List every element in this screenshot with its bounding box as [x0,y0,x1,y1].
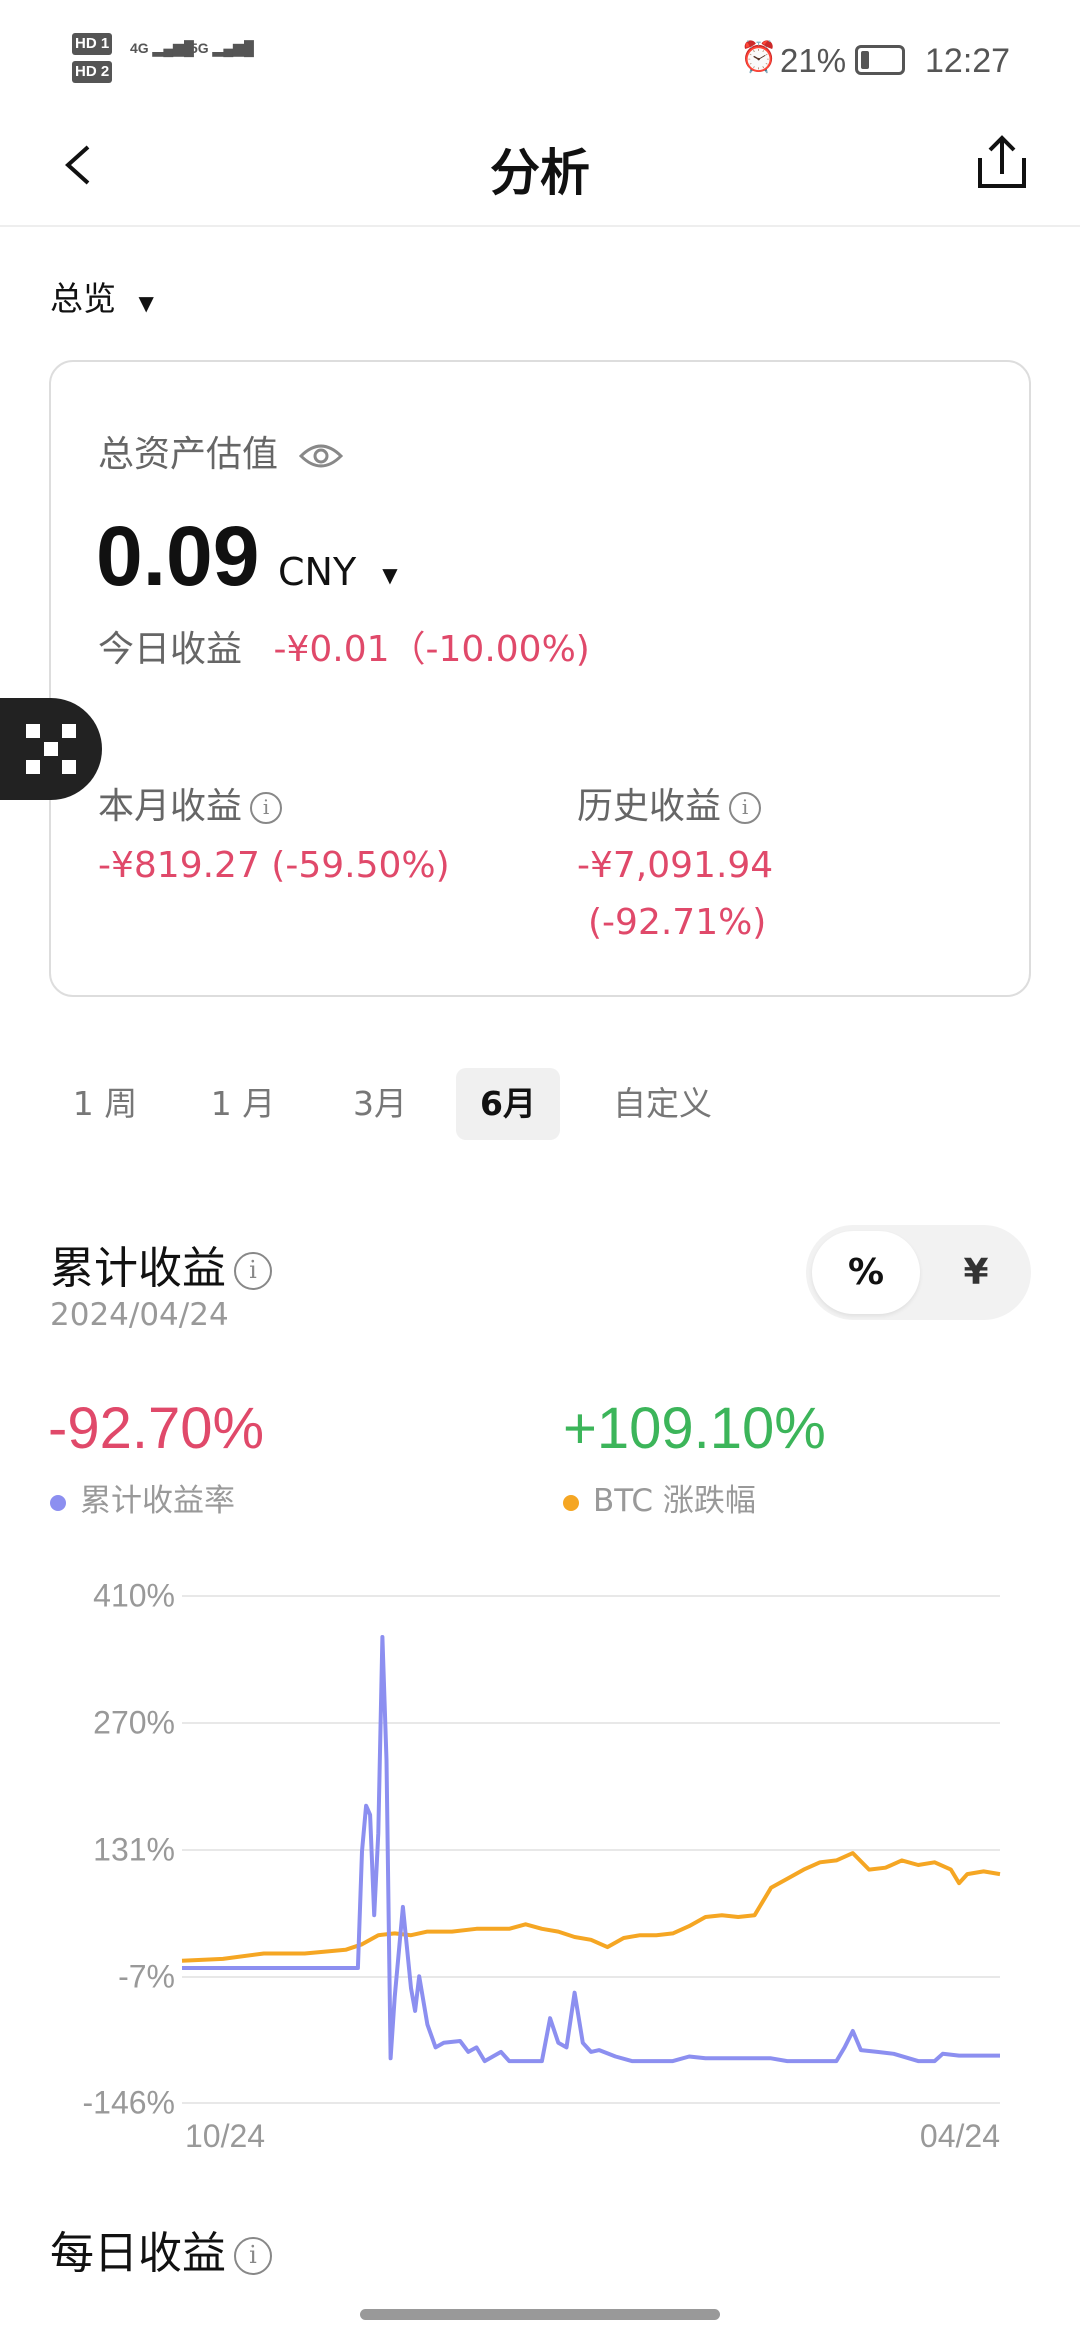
y-tick: 410% [93,1577,175,1614]
clock: 12:27 [925,42,1011,80]
legend-cumulative: 累计收益率 [50,1475,235,1520]
tab-3-months[interactable]: 3月 [353,1084,407,1123]
battery-percent: 21% [780,42,847,79]
back-button[interactable] [50,135,110,195]
overview-label: 总览 [50,279,116,318]
page-title: 分析 [490,144,590,202]
chevron-left-icon [65,145,90,185]
toggle-percent[interactable]: % [812,1231,920,1314]
cumulative-date: 2024/04/24 [50,1297,229,1333]
info-icon[interactable]: i [729,792,762,824]
history-pnl-value: -¥7,091.94 [577,845,774,886]
btc-change-value: +109.10% [563,1396,826,1461]
signal-5g: 5G ▂▄▆█ [190,40,254,56]
y-tick: -7% [118,1958,175,1995]
legend-dot [563,1495,579,1511]
btc-change-line [181,1851,1001,1963]
total-asset-value: 0.09 [96,509,260,603]
signal-4g: 4G ▂▄▆█ [130,40,194,56]
cumulative-return-value: -92.70% [48,1396,265,1461]
tab-custom[interactable]: 自定义 [613,1084,712,1123]
legend-btc: BTC 涨跌幅 [563,1475,756,1520]
currency-label: CNY [278,550,357,594]
total-asset-label: 总资产估值 [98,425,344,477]
sim2-badge: HD 2 [72,61,113,83]
info-icon[interactable]: i [234,2237,272,2275]
currency-selector[interactable]: CNY ▼ [278,550,398,594]
toggle-cny[interactable]: ¥ [963,1252,989,1293]
sim1-badge: HD 1 [72,33,113,55]
cumulative-title: 累计收益 i [50,1232,272,1296]
status-bar: HD 1 HD 2 4G ▂▄▆█ 5G ▂▄▆█ ⏰ 21% 12:27 [0,0,1080,100]
y-tick: 131% [93,1831,175,1868]
month-pnl-label: 本月收益 i [98,777,283,829]
month-pnl-value: -¥819.27 (-59.50%) [98,845,450,886]
today-value: -¥0.01（-10.00%) [273,629,590,670]
history-pnl-label: 历史收益 i [577,777,762,829]
today-pnl: 今日收益 -¥0.01（-10.00%) [98,620,590,672]
caret-down-icon: ▼ [138,291,154,315]
legend-dot [50,1495,66,1511]
cumulative-return-line [182,1635,1000,2064]
unit-toggle: % ¥ [806,1225,1031,1320]
caret-down-icon: ▼ [382,562,398,587]
tab-1-week[interactable]: 1 周 [72,1084,138,1123]
history-pnl-pct: (-92.71%) [588,902,767,943]
overview-dropdown[interactable]: 总览 ▼ [50,272,154,320]
today-label: 今日收益 [98,629,243,670]
float-widget-button[interactable] [0,698,102,800]
x-tick: 04/24 [919,2118,1000,2154]
asset-card [49,360,1031,997]
info-icon[interactable]: i [234,1252,272,1290]
info-icon[interactable]: i [250,792,283,824]
share-button[interactable] [972,130,1032,194]
eye-icon[interactable] [299,441,344,471]
x-tick: 10/24 [185,2118,266,2154]
grid-icon [26,724,76,774]
tab-6-months[interactable]: 6月 [456,1068,560,1140]
home-indicator[interactable] [360,2309,720,2320]
battery-icon [855,45,905,75]
tab-1-month[interactable]: 1 月 [210,1084,276,1123]
alarm-icon: ⏰ [740,41,778,74]
y-tick: -146% [82,2084,176,2121]
daily-title: 每日收益 i [50,2217,272,2281]
y-tick: 270% [93,1704,175,1741]
header-divider [0,225,1080,227]
share-icon [978,135,1026,188]
